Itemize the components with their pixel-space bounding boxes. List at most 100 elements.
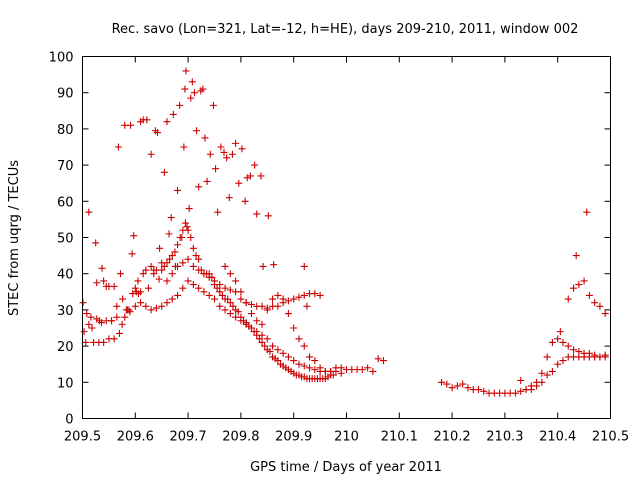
data-point bbox=[217, 143, 225, 151]
data-point bbox=[152, 304, 160, 312]
data-point bbox=[118, 320, 126, 328]
data-point bbox=[214, 208, 222, 216]
x-tick-label: 209.8 bbox=[222, 430, 259, 445]
x-tick-label: 210.5 bbox=[592, 430, 629, 445]
data-point bbox=[258, 331, 266, 339]
y-tick-label: 60 bbox=[57, 195, 74, 210]
data-point bbox=[379, 357, 387, 365]
data-point bbox=[179, 259, 187, 267]
data-point bbox=[129, 290, 137, 298]
data-point bbox=[554, 360, 562, 368]
data-point bbox=[174, 186, 182, 194]
data-point bbox=[300, 262, 308, 270]
data-point bbox=[206, 150, 214, 158]
data-point bbox=[145, 284, 152, 292]
y-tick-label: 20 bbox=[57, 340, 74, 355]
x-tick-label: 209.7 bbox=[169, 430, 206, 445]
data-point bbox=[128, 250, 136, 258]
data-point bbox=[176, 101, 184, 109]
data-point bbox=[174, 291, 182, 299]
data-point bbox=[113, 313, 121, 321]
data-point bbox=[93, 315, 101, 323]
data-point bbox=[143, 116, 151, 124]
data-point bbox=[126, 308, 134, 316]
data-point bbox=[274, 302, 282, 310]
data-point bbox=[538, 369, 546, 377]
axis-ticks: 209.5 209.6 209.7 209.8 209.9 210 210.1 210.2 21… bbox=[49, 51, 629, 445]
x-tick-label: 210.4 bbox=[539, 430, 576, 445]
x-axis-title: GPS time / Days of year 2011 bbox=[250, 460, 442, 475]
data-point bbox=[163, 118, 171, 126]
data-point bbox=[220, 148, 228, 156]
data-point bbox=[364, 364, 372, 372]
data-point bbox=[253, 317, 261, 325]
x-tick-label: 209.5 bbox=[64, 430, 101, 445]
y-tick-label: 0 bbox=[65, 413, 73, 428]
data-point bbox=[153, 129, 161, 137]
data-point bbox=[195, 266, 203, 274]
data-point bbox=[225, 194, 233, 202]
data-point bbox=[253, 328, 261, 336]
data-point bbox=[235, 179, 243, 187]
y-tick-label: 40 bbox=[57, 268, 74, 283]
data-point bbox=[83, 310, 91, 318]
data-point bbox=[166, 255, 174, 263]
data-point bbox=[517, 387, 525, 395]
data-point bbox=[295, 293, 303, 301]
data-point bbox=[300, 291, 308, 299]
data-point bbox=[115, 329, 123, 337]
data-point bbox=[303, 302, 311, 310]
data-point bbox=[575, 281, 583, 289]
data-point bbox=[184, 226, 192, 234]
data-point bbox=[475, 386, 482, 394]
data-point bbox=[374, 355, 382, 363]
data-point bbox=[279, 295, 287, 303]
data-point bbox=[131, 284, 139, 292]
data-point bbox=[174, 262, 182, 270]
data-point bbox=[311, 290, 319, 298]
data-point bbox=[575, 348, 583, 356]
data-point bbox=[226, 299, 234, 307]
x-tick-label: 209.9 bbox=[275, 430, 312, 445]
data-point bbox=[295, 335, 303, 343]
chart-title: Rec. savo (Lon=321, Lat=-12, h=HE), days… bbox=[112, 22, 579, 37]
data-point bbox=[295, 360, 303, 368]
data-point bbox=[147, 150, 155, 158]
data-point bbox=[585, 291, 593, 299]
data-point bbox=[121, 313, 129, 321]
data-point bbox=[284, 353, 292, 361]
data-point bbox=[167, 214, 175, 222]
data-point bbox=[258, 320, 266, 328]
data-point bbox=[165, 230, 173, 238]
data-point bbox=[221, 306, 229, 314]
data-point bbox=[201, 134, 209, 142]
data-point bbox=[218, 291, 226, 299]
data-point bbox=[533, 378, 541, 386]
y-tick-label: 100 bbox=[49, 51, 74, 66]
y-tick-label: 30 bbox=[57, 304, 74, 319]
data-point bbox=[87, 313, 95, 321]
data-point bbox=[205, 291, 213, 299]
data-point bbox=[216, 288, 224, 296]
data-point bbox=[290, 295, 298, 303]
data-point bbox=[85, 320, 93, 328]
data-point bbox=[98, 264, 106, 272]
data-point bbox=[237, 295, 245, 303]
data-point bbox=[270, 261, 278, 269]
data-point bbox=[85, 208, 93, 216]
data-point bbox=[556, 328, 564, 336]
data-point bbox=[226, 270, 234, 278]
data-point bbox=[182, 67, 190, 75]
data-point bbox=[253, 210, 261, 218]
data-point bbox=[163, 277, 171, 285]
data-point bbox=[583, 208, 591, 216]
data-point bbox=[211, 295, 218, 303]
data-point bbox=[100, 338, 108, 346]
data-point bbox=[203, 177, 211, 185]
data-point bbox=[110, 282, 118, 290]
data-point bbox=[183, 223, 191, 231]
data-point bbox=[189, 244, 197, 252]
data-point bbox=[585, 349, 593, 357]
data-point bbox=[263, 335, 271, 343]
